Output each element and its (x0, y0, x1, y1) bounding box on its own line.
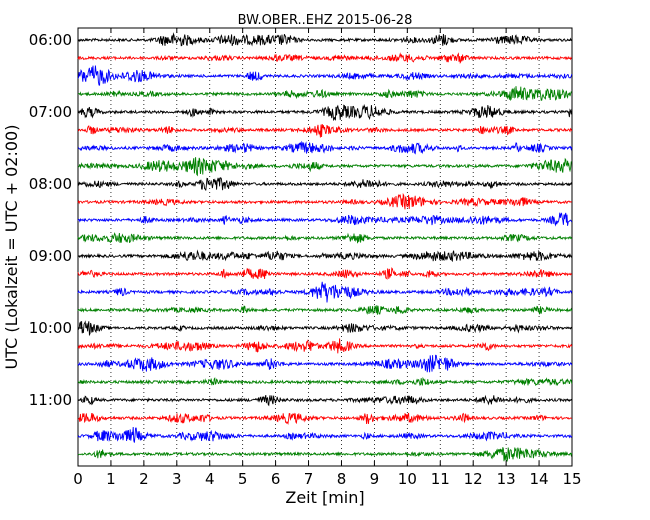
trace-15 (78, 305, 572, 314)
x-tick-label-12: 12 (464, 470, 483, 488)
x-tick-label-6: 6 (271, 470, 281, 488)
x-tick-label-9: 9 (370, 470, 380, 488)
chart-title: BW.OBER..EHZ 2015-06-28 (238, 13, 413, 28)
trace-8 (78, 178, 572, 191)
x-tick-label-14: 14 (530, 470, 549, 488)
x-tick-label-13: 13 (497, 470, 516, 488)
trace-13 (78, 268, 572, 279)
trace-14 (78, 282, 572, 303)
x-tick-label-0: 0 (73, 470, 83, 488)
trace-3 (78, 86, 572, 100)
x-tick-label-4: 4 (205, 470, 215, 488)
x-tick-label-5: 5 (238, 470, 248, 488)
y-tick-label-4: 10:00 (29, 319, 72, 337)
x-tick-label-3: 3 (172, 470, 182, 488)
y-tick-label-3: 09:00 (29, 247, 72, 265)
trace-2 (78, 66, 572, 86)
trace-16 (78, 321, 572, 335)
trace-6 (78, 142, 572, 153)
y-tick-label-2: 08:00 (29, 175, 72, 193)
trace-7 (78, 157, 572, 175)
trace-12 (78, 251, 572, 261)
trace-18 (78, 355, 572, 372)
x-tick-label-11: 11 (431, 470, 450, 488)
x-tick-label-2: 2 (139, 470, 149, 488)
y-tick-label-0: 06:00 (29, 31, 72, 49)
x-axis-ticks: 0 1 2 3 4 5 6 7 8 9 10 11 12 13 14 15 (73, 28, 581, 488)
y-tick-label-1: 07:00 (29, 103, 72, 121)
trace-21 (78, 413, 572, 424)
trace-4 (78, 105, 572, 120)
x-tick-label-7: 7 (304, 470, 314, 488)
trace-23 (78, 447, 572, 461)
trace-20 (78, 395, 572, 405)
x-tick-label-15: 15 (562, 470, 581, 488)
y-tick-label-5: 11:00 (29, 391, 72, 409)
trace-10 (78, 213, 572, 226)
trace-11 (78, 233, 572, 243)
trace-0 (78, 34, 572, 46)
trace-17 (78, 338, 572, 353)
x-tick-label-8: 8 (337, 470, 347, 488)
trace-9 (78, 194, 572, 209)
x-tick-label-10: 10 (398, 470, 417, 488)
trace-19 (78, 378, 572, 385)
trace-5 (78, 124, 572, 137)
seismic-traces (78, 34, 572, 462)
x-tick-label-1: 1 (106, 470, 116, 488)
trace-1 (78, 54, 572, 63)
x-axis-label: Zeit [min] (285, 488, 364, 507)
y-axis-label: UTC (Lokalzeit = UTC + 02:00) (2, 125, 21, 370)
trace-22 (78, 427, 572, 443)
